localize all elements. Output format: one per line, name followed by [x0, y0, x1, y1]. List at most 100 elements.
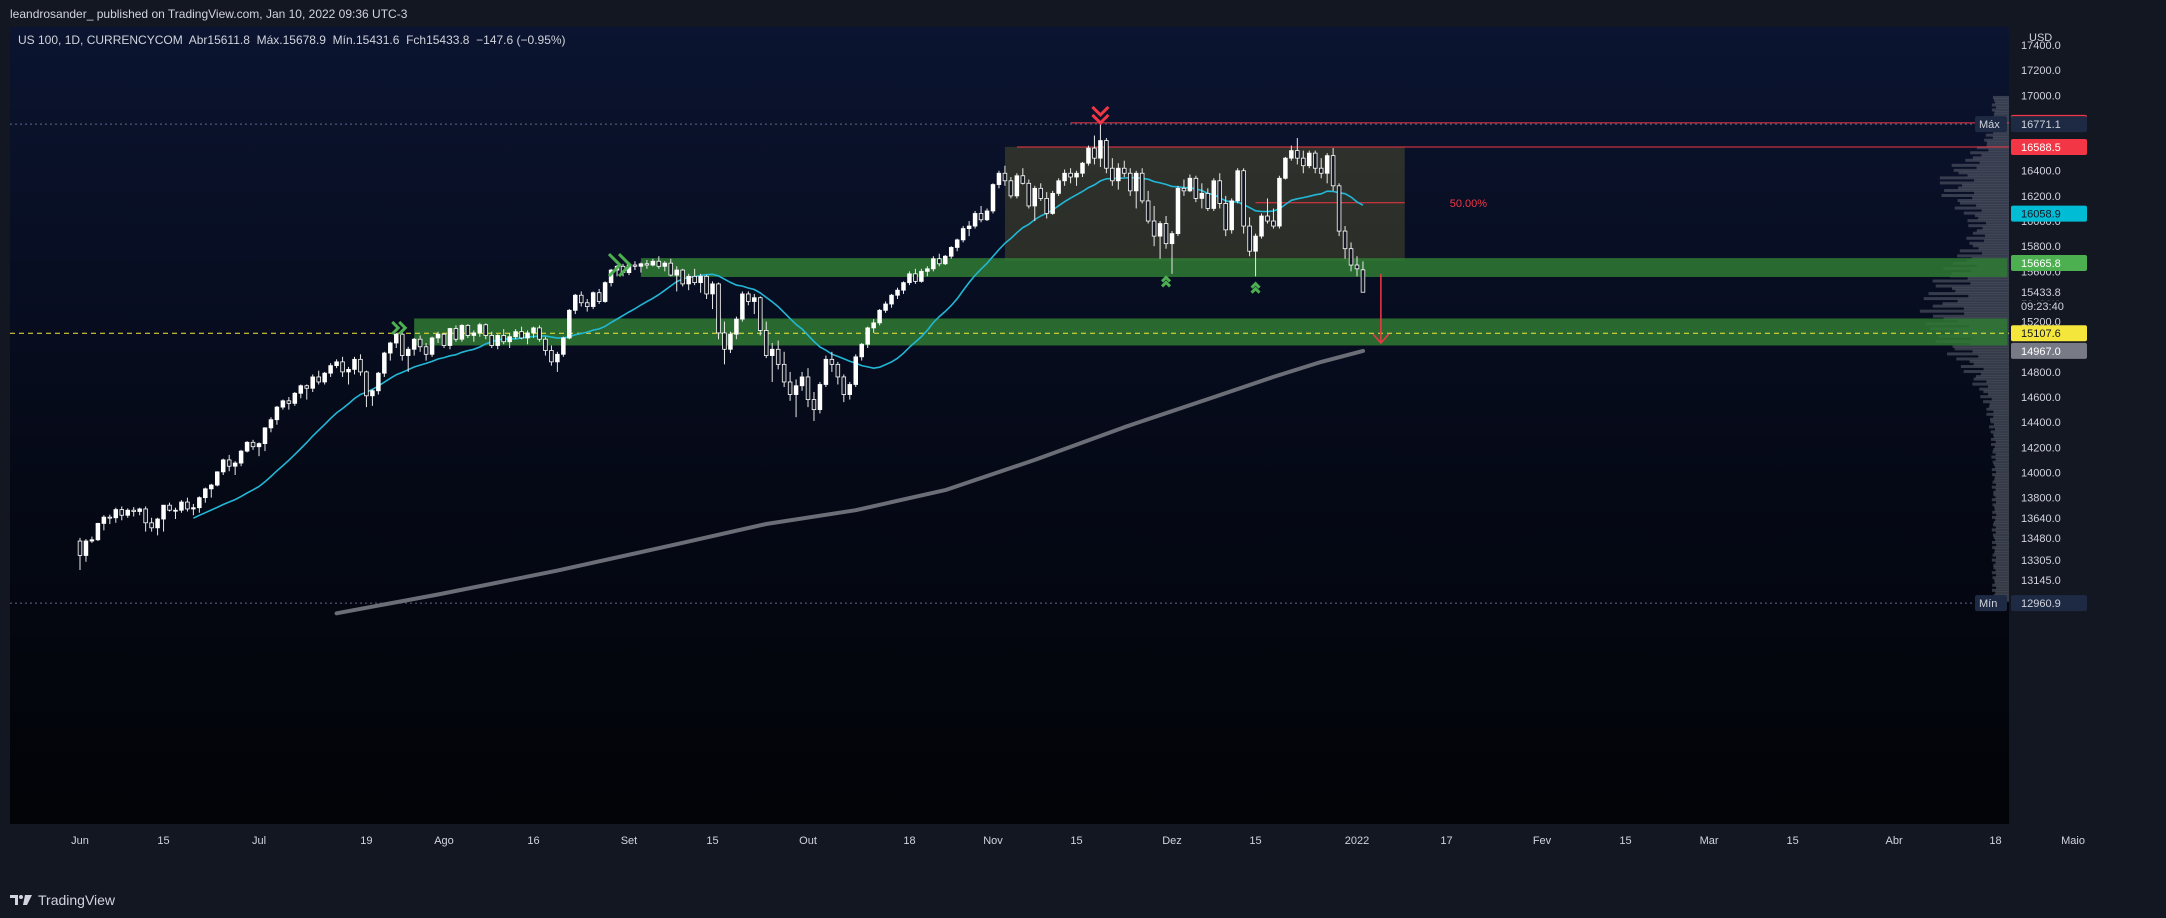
candle-up	[740, 293, 745, 320]
time-tick-label: Jul	[252, 835, 266, 847]
candle-up	[865, 327, 870, 345]
countdown-label: 09:23:40	[2021, 301, 2064, 313]
volume-profile-bar	[1990, 420, 2009, 424]
volume-profile-bar	[1991, 588, 2009, 592]
candle-down	[1330, 155, 1336, 187]
candle-up	[853, 356, 858, 385]
candle-down	[835, 363, 841, 378]
change-value: −147.6 (−0.95%)	[476, 33, 566, 47]
volume-profile-bar	[1994, 578, 2009, 582]
volume-profile-bar	[1979, 161, 2009, 165]
candle-down	[549, 350, 554, 363]
candle-up	[232, 462, 238, 467]
candle-up	[769, 348, 775, 356]
currency-label: USD	[2029, 32, 2052, 44]
candle-down	[483, 324, 489, 336]
price-tick-label: 16400.0	[2021, 166, 2061, 178]
candle-up	[1253, 235, 1258, 252]
volume-profile-bar	[1976, 146, 2009, 150]
candle-up	[686, 275, 691, 285]
volume-profile-bar	[1942, 302, 2009, 306]
candle-up	[1062, 172, 1067, 182]
candle-up	[370, 390, 375, 397]
time-tick-label: 15	[1249, 835, 1261, 847]
double-chevron-right-icon	[607, 252, 623, 278]
volume-profile-bar	[1985, 133, 2009, 137]
double-chevron-right-icon	[398, 320, 408, 335]
candle-up	[1283, 157, 1288, 179]
candle-down	[1092, 147, 1097, 159]
time-tick-label: Fev	[1533, 835, 1552, 847]
time-tick-label: 18	[903, 835, 915, 847]
volume-profile-bar	[1978, 246, 2009, 250]
candle-up	[101, 516, 107, 524]
volume-profile-bar	[1995, 495, 2009, 499]
candle-up	[871, 322, 876, 329]
volume-profile-bar	[1986, 407, 2009, 411]
volume-profile-bar	[1994, 111, 2009, 115]
candle-up	[83, 540, 89, 556]
volume-profile-bar	[1991, 397, 2009, 401]
candle-up	[954, 239, 960, 248]
candle-down	[316, 376, 321, 383]
candle-down	[632, 264, 638, 267]
volume-profile-bar	[1966, 236, 2009, 240]
volume-profile-bar	[1993, 422, 2009, 426]
double-chevron-up-icon	[1250, 281, 1261, 289]
candle-up	[847, 384, 853, 395]
candle-up	[531, 327, 536, 334]
time-tick-label: 16	[527, 835, 539, 847]
volume-profile-bar	[1951, 163, 2009, 167]
price-tick-label: 14400.0	[2021, 417, 2061, 429]
price-tick-label: 16200.0	[2021, 191, 2061, 203]
volume-profile-bar	[1993, 435, 2009, 439]
candle-up	[310, 376, 315, 389]
candle-up	[1307, 152, 1312, 167]
candle-down	[149, 522, 154, 529]
price-tick-label: 13145.0	[2021, 575, 2061, 587]
volume-profile-bar	[1993, 415, 2009, 419]
price-tag-label: 15107.6	[2021, 328, 2061, 340]
publisher-info: leandrosander_ published on TradingView.…	[10, 7, 408, 21]
double-chevron-down-icon	[1091, 105, 1110, 118]
candle-up	[89, 539, 95, 542]
volume-profile-bar	[1993, 490, 2009, 494]
candle-down	[763, 330, 769, 356]
chart-svg[interactable]: 50.00% 17600.017400.017200.017000.016800…	[10, 27, 2089, 854]
candle-up	[525, 332, 530, 339]
publisher-bar: leandrosander_ published on TradingView.…	[0, 0, 2166, 27]
volume-profile-bar	[1965, 158, 2009, 162]
volume-profile-bar	[1991, 558, 2009, 562]
volume-profile-bar	[1992, 523, 2009, 527]
volume-profile-bar	[1967, 173, 2009, 177]
candle-down	[1038, 187, 1043, 199]
candle-up	[274, 406, 280, 421]
volume-profile-bar	[1993, 463, 2009, 467]
volume-profile-bar	[1995, 483, 2009, 487]
candle-up	[1050, 192, 1055, 214]
time-tick-label: Maio	[2061, 835, 2085, 847]
high-value: 15678.9	[282, 33, 326, 47]
price-tag	[2011, 255, 2087, 272]
tradingview-logo[interactable]: TradingView	[10, 892, 115, 908]
candle-up	[567, 309, 572, 339]
candle-up	[513, 331, 518, 338]
candle-down	[1026, 182, 1032, 207]
volume-profile-bar	[1976, 166, 2009, 170]
candle-up	[1199, 192, 1205, 199]
volume-profile-bar	[1994, 508, 2009, 512]
symbol-label[interactable]: US 100, 1D, CURRENCYCOM	[18, 33, 183, 47]
chart-area[interactable]: 50.00% 17600.017400.017200.017000.016800…	[10, 27, 2089, 854]
volume-profile-bar	[1923, 297, 2009, 301]
volume-profile-bar	[1970, 282, 2009, 286]
candle-down	[1342, 230, 1348, 250]
candle-down	[167, 504, 172, 511]
candle-up	[1056, 180, 1061, 194]
volume-profile-bar	[1991, 468, 2009, 472]
volume-profile-bar	[1992, 460, 2009, 464]
volume-profile-bar	[1983, 367, 2009, 371]
candle-up	[662, 262, 668, 267]
candle-up	[561, 337, 566, 355]
volume-profile-bar	[1990, 417, 2009, 421]
price-tag-label: 15433.8	[2021, 287, 2061, 299]
